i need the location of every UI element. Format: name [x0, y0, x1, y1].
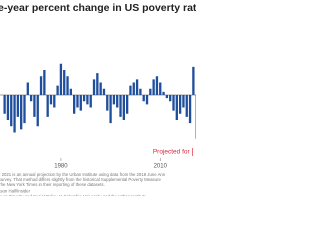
bar — [139, 88, 142, 95]
bar — [165, 95, 169, 99]
bar — [66, 76, 69, 95]
chart-title: e-year percent change in US poverty rat — [0, 2, 196, 14]
bar — [26, 82, 29, 95]
bar — [135, 79, 139, 95]
bar — [178, 95, 182, 114]
bar — [49, 95, 53, 105]
x-tick-label: 2010 — [154, 164, 168, 170]
bar — [142, 95, 145, 102]
bar — [13, 95, 16, 133]
bar — [23, 95, 26, 124]
bar — [152, 79, 155, 95]
bar — [96, 73, 99, 95]
bar — [99, 82, 102, 95]
bar — [69, 88, 73, 95]
note: Survey. That method differs slightly fro… — [0, 177, 161, 182]
bar — [46, 95, 49, 117]
bar — [39, 76, 43, 95]
bar — [188, 95, 192, 124]
bar — [43, 70, 46, 95]
bar — [16, 95, 20, 117]
bar — [119, 95, 122, 117]
bar — [172, 95, 175, 111]
bar — [132, 82, 135, 95]
bar — [56, 85, 59, 95]
bar — [53, 95, 56, 108]
bar — [33, 95, 36, 117]
bar — [79, 95, 82, 111]
bar — [182, 95, 185, 108]
bar — [149, 88, 152, 95]
bar — [185, 95, 188, 117]
bar — [82, 95, 86, 102]
bar — [59, 63, 63, 95]
bar — [122, 95, 125, 120]
bar — [162, 91, 165, 95]
bar — [76, 95, 79, 108]
legend-label: Projected for — [153, 149, 191, 156]
bar — [3, 95, 6, 114]
bar — [112, 95, 116, 105]
bar — [175, 95, 178, 120]
bar — [129, 85, 132, 95]
bar — [92, 79, 96, 95]
note: The New York Times in their reporting of… — [0, 182, 105, 187]
note: ason Hall/Insider — [0, 189, 31, 194]
bar — [6, 95, 10, 120]
bar — [116, 95, 119, 108]
bar — [10, 95, 13, 127]
chart: e-year percent change in US poverty rat … — [0, 2, 196, 196]
bar — [169, 95, 172, 102]
bar — [192, 66, 195, 95]
bar — [109, 95, 112, 124]
bar — [155, 76, 159, 95]
bar — [125, 95, 129, 114]
note: er on Poverty and Social Policy at Colum… — [0, 194, 147, 196]
bar — [159, 82, 162, 95]
bar — [29, 95, 33, 102]
bar — [36, 95, 39, 127]
x-tick-label: 1980 — [54, 164, 68, 170]
bar — [106, 95, 109, 111]
bar — [73, 95, 76, 114]
note: e 2021 is an annual projection by the Ur… — [0, 172, 166, 177]
bar — [102, 88, 106, 95]
bar — [89, 95, 92, 108]
bar — [145, 95, 149, 105]
bar — [86, 95, 89, 105]
bar — [63, 70, 66, 95]
bar — [20, 95, 23, 130]
